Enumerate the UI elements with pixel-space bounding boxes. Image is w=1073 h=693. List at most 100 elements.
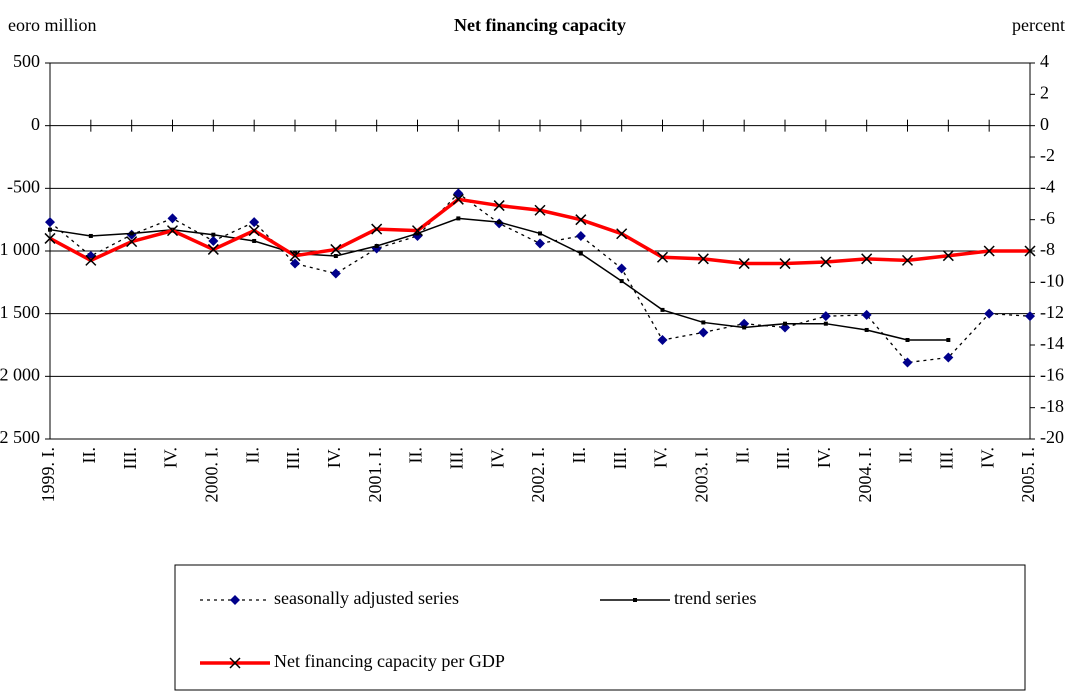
data-point [45, 217, 55, 228]
data-point [371, 223, 383, 235]
data-point [248, 225, 260, 237]
x-tick-label: III. [283, 447, 303, 469]
data-point [330, 268, 341, 279]
data-point [535, 238, 545, 249]
data-point [330, 243, 342, 255]
x-tick-label: 2003. I. [691, 447, 711, 503]
data-point [864, 327, 869, 332]
y2-tick-label: -6 [1040, 208, 1055, 228]
data-point [252, 238, 257, 243]
data-point [293, 251, 297, 256]
y2-tick-label: 4 [1040, 51, 1049, 71]
data-point [905, 337, 910, 342]
y2-tick-label: -8 [1040, 239, 1055, 259]
y2-tick-label: -4 [1040, 176, 1055, 196]
y2-tick-label: 0 [1040, 114, 1049, 134]
data-point [616, 263, 627, 274]
legend-marker [230, 595, 240, 605]
legend-label: Net financing capacity per GDP [274, 651, 505, 671]
data-point [85, 254, 97, 266]
y-axis-label: eoro million [8, 15, 97, 35]
x-tick-label: 2002. I. [528, 447, 548, 503]
data-point [534, 204, 546, 216]
x-tick-label: III. [773, 447, 793, 469]
y2-tick-label: -18 [1040, 396, 1064, 416]
data-point [126, 236, 138, 248]
x-tick-label: 1999. I. [38, 447, 58, 503]
x-tick-label: II. [569, 447, 589, 464]
x-tick-label: II. [406, 447, 426, 464]
data-point [374, 243, 379, 248]
y2-tick-label: -12 [1040, 302, 1064, 322]
data-point [946, 337, 951, 342]
data-point [88, 233, 93, 238]
x-tick-label: II. [79, 447, 99, 464]
data-point [48, 227, 52, 232]
legend [174, 564, 1026, 691]
x-tick-label: IV. [324, 447, 344, 468]
y2-tick-label: 2 [1040, 82, 1049, 102]
data-point [820, 311, 831, 322]
data-point [333, 254, 338, 259]
y-tick-label: -1 000 [0, 239, 40, 259]
x-tick-label: 2001. I. [365, 447, 385, 503]
x-tick-label: IV. [161, 447, 181, 468]
x-tick-label: 2005. I. [1018, 447, 1038, 503]
x-tick-label: IV. [651, 447, 671, 468]
data-point [616, 228, 628, 240]
x-tick-label: III. [610, 447, 630, 469]
legend-label: trend series [674, 588, 756, 608]
data-point [1024, 245, 1036, 257]
y2-tick-label: -14 [1040, 333, 1064, 353]
y2-tick-label: -2 [1040, 145, 1055, 165]
y-tick-label: -2 500 [0, 427, 40, 447]
data-point [538, 231, 542, 236]
x-tick-label: III. [936, 447, 956, 469]
x-tick-label: IV. [977, 447, 997, 468]
data-point [415, 231, 420, 236]
data-point [861, 309, 872, 320]
legend-marker [229, 657, 241, 669]
data-point [208, 235, 219, 246]
series-line [49, 192, 1031, 364]
y-tick-label: -2 000 [0, 364, 40, 384]
data-point [1025, 311, 1035, 322]
x-tick-label: IV. [487, 447, 507, 468]
data-point [820, 256, 832, 268]
x-tick-label: 2004. I. [855, 447, 875, 503]
data-point [619, 279, 624, 284]
legend-marker [633, 598, 637, 602]
data-point [249, 217, 260, 228]
data-point [656, 251, 669, 263]
y2-axis-label: percent [1012, 15, 1065, 35]
data-point [861, 253, 873, 265]
y2-tick-label: -20 [1040, 427, 1064, 447]
data-point [289, 250, 301, 262]
data-point [943, 352, 954, 363]
data-point [902, 357, 913, 368]
legend-label: seasonally adjusted series [274, 588, 459, 608]
data-point [701, 320, 706, 325]
data-point [657, 334, 668, 345]
data-point [783, 321, 787, 326]
x-tick-label: II. [242, 447, 262, 464]
y2-tick-label: -16 [1040, 364, 1064, 384]
data-point [742, 325, 747, 330]
data-point [290, 258, 300, 269]
data-point [167, 213, 178, 224]
y-tick-label: 500 [13, 51, 40, 71]
data-point [984, 308, 995, 319]
data-point [779, 258, 791, 270]
data-point [207, 243, 219, 255]
data-point [697, 253, 709, 265]
x-tick-label: III. [120, 447, 140, 469]
data-point [660, 307, 665, 312]
data-point [942, 250, 954, 262]
data-point [497, 220, 502, 225]
data-point [780, 322, 790, 333]
data-point [411, 225, 424, 237]
x-tick-label: II. [732, 447, 752, 464]
x-tick-label: 2000. I. [201, 447, 221, 503]
data-point [738, 258, 750, 270]
